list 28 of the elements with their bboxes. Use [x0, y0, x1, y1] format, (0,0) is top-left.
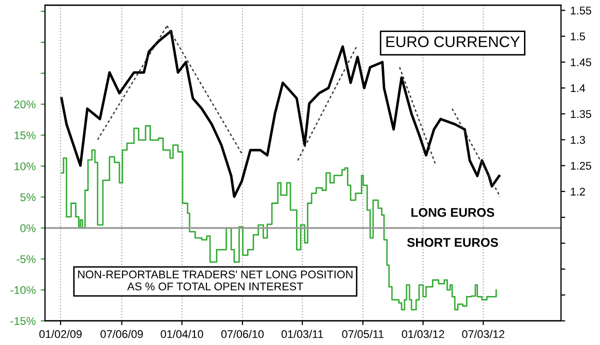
- y-tick-label: -15%: [10, 317, 36, 325]
- x-tick-label: 01/03/12: [402, 330, 444, 338]
- x-tick-label: 07/05/11: [342, 330, 384, 338]
- y2-tick-label: 1.4: [570, 84, 586, 92]
- x-tick-label: 01/04/10: [160, 330, 204, 338]
- y2-tick-label: 1.25: [570, 162, 592, 170]
- y-tick-label: 10%: [14, 162, 36, 170]
- x-tick-label: 01/02/09: [39, 330, 82, 338]
- annotation: LONG EUROS: [411, 208, 494, 217]
- y-tick-label: -5%: [16, 255, 36, 264]
- annotation: NON-REPORTABLE TRADERS' NET LONG POSITION AS % OF TOTAL OPEN INTEREST: [78, 270, 352, 290]
- y-tick-label: 15%: [14, 131, 36, 140]
- y-tick-label: -10%: [10, 286, 36, 294]
- annotation: SHORT EUROS: [407, 238, 498, 247]
- x-tick-label: 07/03/12: [462, 330, 504, 338]
- y2-tick-label: 1.3: [570, 136, 585, 144]
- y2-tick-label: 1.35: [570, 110, 592, 118]
- x-tick-label: 07/06/10: [221, 330, 264, 338]
- y2-tick-label: 1.2: [570, 188, 585, 196]
- y-tick-label: 0%: [20, 224, 36, 232]
- y2-tick-label: 1.55: [570, 6, 592, 14]
- y-tick-label: 20%: [14, 100, 36, 108]
- y-tick-label: 5%: [20, 193, 36, 202]
- x-tick-label: 07/06/09: [100, 330, 143, 338]
- y2-tick-label: 1.45: [570, 58, 592, 66]
- x-tick-label: 01/03/11: [282, 330, 324, 338]
- annotation: EURO CURRENCY: [386, 36, 520, 48]
- y2-tick-label: 1.5: [570, 32, 586, 40]
